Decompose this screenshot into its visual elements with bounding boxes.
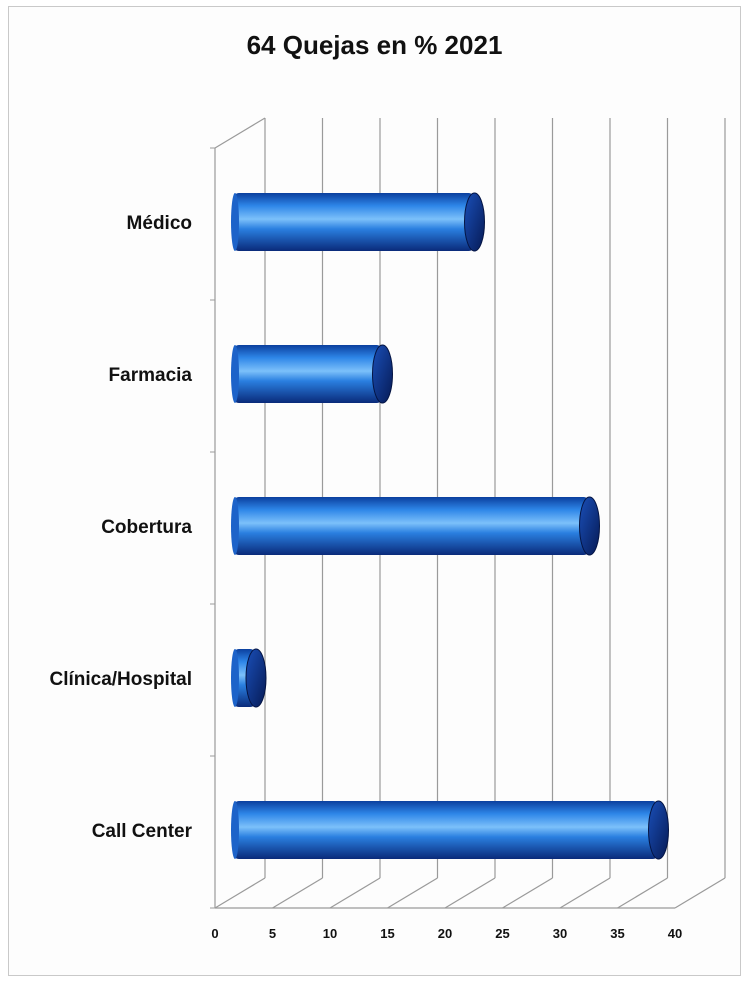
y-category-label: Clínica/Hospital <box>49 669 192 690</box>
y-category-label: Call Center <box>92 821 193 842</box>
bar <box>233 193 475 251</box>
floor-line <box>214 877 266 909</box>
bar <box>233 497 590 555</box>
bar-end-cap <box>372 344 393 404</box>
x-tick-label: 25 <box>495 926 509 941</box>
bar-start-cap <box>231 801 239 859</box>
x-tick-label: 40 <box>668 926 682 941</box>
floor-line <box>502 877 553 909</box>
x-tick-label: 20 <box>438 926 452 941</box>
bar-start-cap <box>231 193 239 251</box>
bar-start-cap <box>231 649 239 707</box>
y-category-label: Médico <box>127 213 192 234</box>
bar-start-cap <box>231 345 239 403</box>
bar-end-cap <box>245 648 267 708</box>
bar <box>233 801 659 859</box>
x-tick-label: 30 <box>553 926 567 941</box>
floor-line <box>387 877 438 909</box>
x-tick-label: 35 <box>610 926 624 941</box>
bar-layer <box>231 192 669 860</box>
bar-start-cap <box>231 497 239 555</box>
y-category-label: Cobertura <box>101 517 192 538</box>
x-tick-label: 10 <box>323 926 337 941</box>
floor-line <box>329 877 381 909</box>
x-tick-label: 15 <box>380 926 394 941</box>
floor-line <box>674 877 726 909</box>
bar-end-cap <box>464 192 485 252</box>
floor-line <box>559 877 611 909</box>
x-tick-label: 0 <box>211 926 218 941</box>
floor-line <box>444 877 496 909</box>
x-tick-label: 5 <box>269 926 276 941</box>
bar <box>233 345 383 403</box>
bar-end-cap <box>579 496 600 556</box>
y-category-label: Farmacia <box>109 365 193 386</box>
bar-end-cap <box>648 800 669 860</box>
chart-title: 64 Quejas en % 2021 <box>246 30 503 60</box>
label-layer: 0 5 10 15 20 25 30 35 40 Médico Farmacia Cobertura C… <box>49 213 682 941</box>
floor-line <box>272 877 323 909</box>
top-edge-line <box>214 117 266 149</box>
floor-line <box>617 877 668 909</box>
